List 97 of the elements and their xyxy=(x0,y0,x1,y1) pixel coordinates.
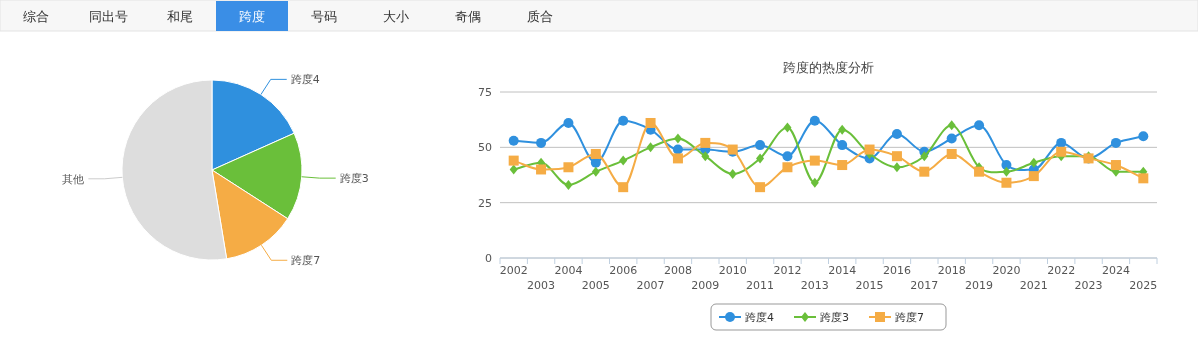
point xyxy=(700,137,711,148)
text: 奇偶 xyxy=(455,9,481,24)
point xyxy=(618,115,629,126)
point xyxy=(1056,146,1067,157)
x-tick-label: 2017 xyxy=(910,279,939,292)
point xyxy=(508,155,519,166)
y-tick-label: 50 xyxy=(478,141,492,155)
point xyxy=(920,151,929,162)
point xyxy=(837,160,848,171)
point xyxy=(782,151,793,162)
point xyxy=(563,117,574,128)
slice-label: 跨度3 xyxy=(339,172,369,186)
point xyxy=(755,140,766,151)
text: 质合 xyxy=(527,9,553,24)
text: 跨度 xyxy=(239,9,265,24)
point xyxy=(1056,137,1067,148)
point xyxy=(1029,157,1038,168)
text: 综合 xyxy=(23,9,49,24)
point xyxy=(891,151,902,162)
point xyxy=(672,153,683,164)
point xyxy=(591,166,600,177)
point xyxy=(946,148,957,159)
text: 大小 xyxy=(383,9,409,24)
point xyxy=(891,129,902,140)
point xyxy=(755,182,766,193)
point xyxy=(974,120,985,131)
y-tick-label: 75 xyxy=(478,86,492,99)
x-tick-label: 2018 xyxy=(937,264,966,277)
legend-label: 跨度7 xyxy=(895,311,924,324)
point xyxy=(809,115,820,126)
x-tick-label: 2022 xyxy=(1047,264,1076,277)
text: 同出号 xyxy=(88,9,128,24)
point xyxy=(974,166,985,177)
text: 和尾 xyxy=(167,9,193,24)
point xyxy=(1110,160,1121,171)
x-tick-label: 2015 xyxy=(855,279,884,292)
point xyxy=(1001,177,1012,188)
point xyxy=(619,155,628,166)
x-tick-label: 2007 xyxy=(636,279,665,292)
point xyxy=(536,164,547,175)
chart-title: 跨度的热度分析 xyxy=(783,60,874,75)
x-tick-label: 2006 xyxy=(609,264,638,277)
slice-label: 其他 xyxy=(62,172,85,186)
point xyxy=(701,151,710,162)
point xyxy=(1138,131,1149,142)
x-tick-label: 2023 xyxy=(1074,279,1103,292)
point xyxy=(1002,166,1011,177)
point xyxy=(563,162,574,173)
x-tick-label: 2009 xyxy=(691,279,720,292)
point xyxy=(837,140,848,151)
x-tick-label: 2025 xyxy=(1129,279,1158,292)
point xyxy=(756,153,765,164)
x-tick-label: 2021 xyxy=(1019,279,1048,292)
point xyxy=(536,137,547,148)
point xyxy=(590,148,601,159)
point xyxy=(618,182,629,193)
x-tick-label: 2016 xyxy=(882,264,911,277)
x-tick-label: 2012 xyxy=(773,264,802,277)
x-tick-label: 2005 xyxy=(581,279,610,292)
point xyxy=(508,135,519,146)
x-tick-label: 2010 xyxy=(718,264,747,277)
x-tick-label: 2003 xyxy=(527,279,556,292)
point xyxy=(645,117,656,128)
x-tick-label: 2014 xyxy=(828,264,857,277)
text: 号码 xyxy=(311,9,337,24)
point xyxy=(919,166,930,177)
slice-label: 跨度4 xyxy=(290,73,320,87)
point xyxy=(1110,137,1121,148)
point xyxy=(947,120,956,131)
point xyxy=(646,142,655,153)
slice-label: 跨度7 xyxy=(291,254,321,268)
legend-label: 跨度3 xyxy=(820,311,849,324)
point xyxy=(782,162,793,173)
point xyxy=(864,144,875,155)
point xyxy=(564,179,573,190)
x-tick-label: 2019 xyxy=(965,279,994,292)
point xyxy=(892,162,901,173)
x-tick-label: 2008 xyxy=(663,264,692,277)
point xyxy=(809,155,820,166)
point xyxy=(783,122,792,133)
y-tick-label: 25 xyxy=(478,196,492,210)
x-tick-label: 2024 xyxy=(1101,264,1130,277)
point xyxy=(946,133,957,144)
point xyxy=(1138,173,1149,184)
x-tick-label: 2011 xyxy=(746,279,775,292)
point xyxy=(838,124,847,135)
point xyxy=(673,133,682,144)
point xyxy=(728,168,737,179)
point xyxy=(810,177,819,188)
point xyxy=(1028,171,1039,182)
x-tick-label: 2013 xyxy=(800,279,829,292)
x-tick-label: 2004 xyxy=(554,264,583,277)
x-tick-label: 2002 xyxy=(499,264,528,277)
y-tick-label: 0 xyxy=(485,252,492,265)
legend-label: 跨度4 xyxy=(745,311,774,324)
point xyxy=(509,164,518,175)
x-tick-label: 2020 xyxy=(992,264,1021,277)
